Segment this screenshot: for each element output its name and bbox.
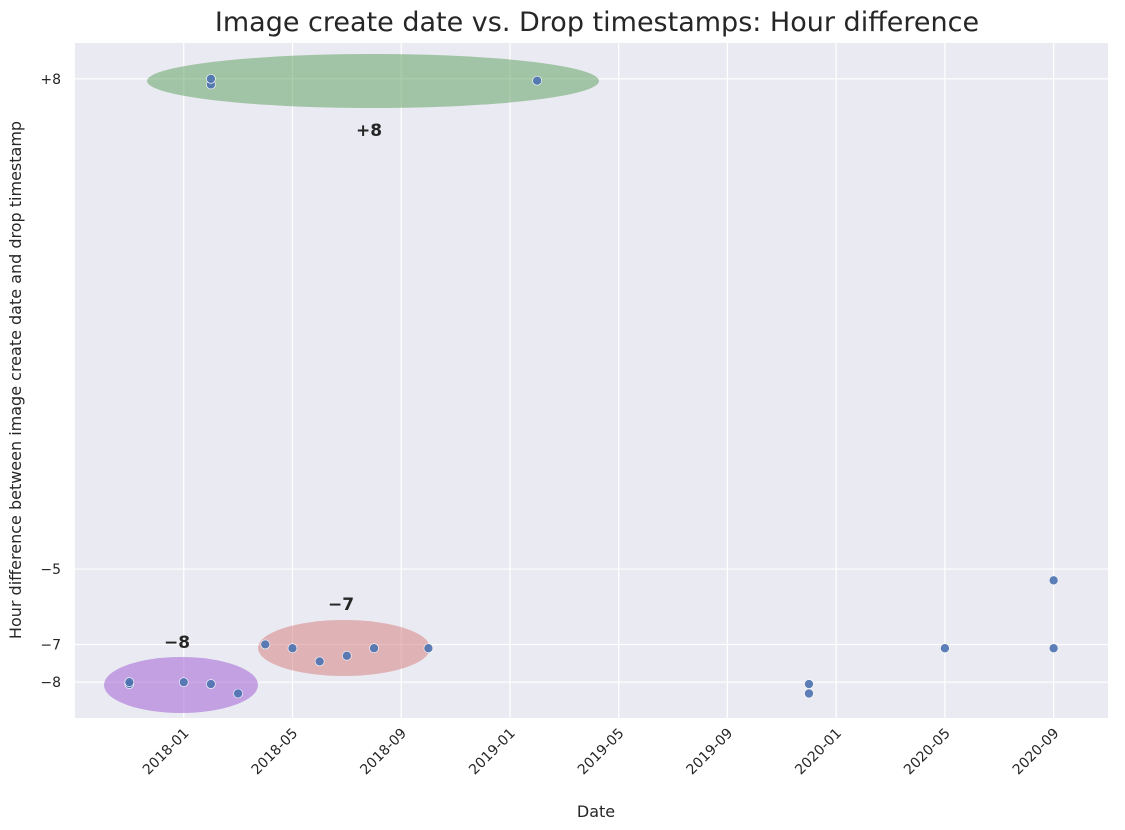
x-axis-label: Date <box>577 802 615 821</box>
point <box>206 74 216 84</box>
y-tick-label: −8 <box>40 675 61 691</box>
x-tick-label: 2019-05 <box>575 726 628 779</box>
point <box>369 643 379 654</box>
point <box>342 650 352 661</box>
point <box>206 679 216 689</box>
y-tick-label: +8 <box>40 72 61 88</box>
y-tick-label: −5 <box>40 562 61 578</box>
x-tick-label: 2020-05 <box>901 726 954 779</box>
point <box>940 643 950 654</box>
annotation: +8 <box>356 121 382 141</box>
point <box>260 639 271 650</box>
x-tick-label: 2018-05 <box>249 726 302 779</box>
cluster-ellipse <box>147 54 599 108</box>
point <box>124 677 135 687</box>
point <box>804 679 814 689</box>
point <box>314 656 325 667</box>
chart-title: Image create date vs. Drop timestamps: H… <box>215 7 979 38</box>
plot-area <box>75 43 1108 718</box>
point <box>423 643 434 654</box>
annotation: −7 <box>328 595 354 615</box>
y-tick-label: −7 <box>40 637 61 653</box>
x-tick-label: 2018-01 <box>140 726 193 779</box>
point <box>804 688 814 699</box>
point <box>233 688 243 699</box>
y-axis-label: Hour difference between image create dat… <box>6 121 25 639</box>
point <box>1048 575 1059 586</box>
point <box>1048 643 1059 654</box>
x-tick-label: 2019-09 <box>684 726 737 779</box>
point <box>178 677 189 687</box>
point <box>532 75 542 86</box>
point <box>287 643 298 654</box>
x-tick-label: 2020-09 <box>1010 726 1063 779</box>
cluster-ellipse <box>258 620 430 676</box>
x-tick-label: 2020-01 <box>792 726 845 779</box>
x-tick-label: 2019-01 <box>466 726 519 779</box>
annotation: −8 <box>164 633 190 653</box>
x-tick-label: 2018-09 <box>357 726 410 779</box>
